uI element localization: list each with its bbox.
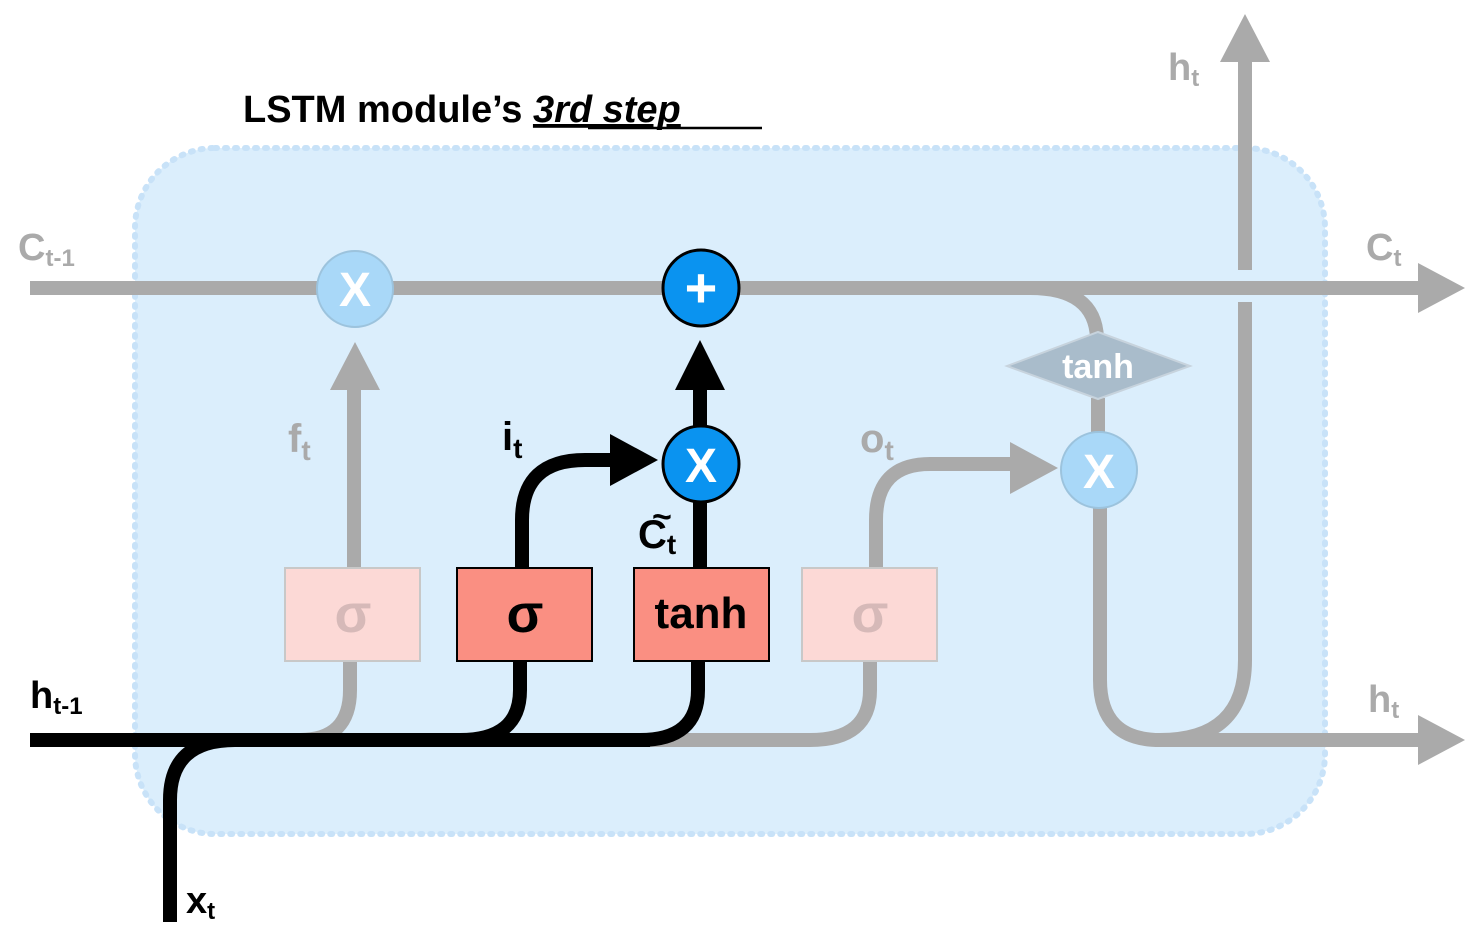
input-gate-symbol: σ — [507, 584, 544, 644]
label-c-next: Ct — [1366, 227, 1401, 272]
output-multiply-symbol: X — [1083, 446, 1115, 499]
h-right-arrowhead — [1418, 715, 1465, 765]
label-h-out-top: ht — [1168, 47, 1199, 92]
label-c-prev: Ct-1 — [18, 227, 75, 272]
forget-gate-symbol: σ — [335, 584, 372, 644]
lstm-cell-background — [135, 148, 1325, 834]
input-multiply-symbol: X — [685, 440, 717, 493]
title-prefix: LSTM module’s — [243, 89, 533, 131]
output-gate-symbol: σ — [852, 584, 889, 644]
forget-multiply-symbol: X — [339, 264, 371, 317]
cell-state-arrowhead — [1418, 263, 1465, 313]
title-emphasis: 3rd step — [533, 89, 681, 131]
label-h-prev: ht-1 — [30, 675, 83, 720]
label-h-out-right: ht — [1368, 679, 1399, 724]
candidate-gate-symbol: tanh — [655, 589, 748, 638]
cell-add-symbol: + — [685, 256, 718, 319]
label-x-in: xt — [186, 880, 215, 925]
diagram-title: LSTM module’s 3rd step — [243, 89, 681, 131]
h-top-arrowhead — [1220, 14, 1270, 62]
cell-tanh-label: tanh — [1062, 348, 1134, 386]
